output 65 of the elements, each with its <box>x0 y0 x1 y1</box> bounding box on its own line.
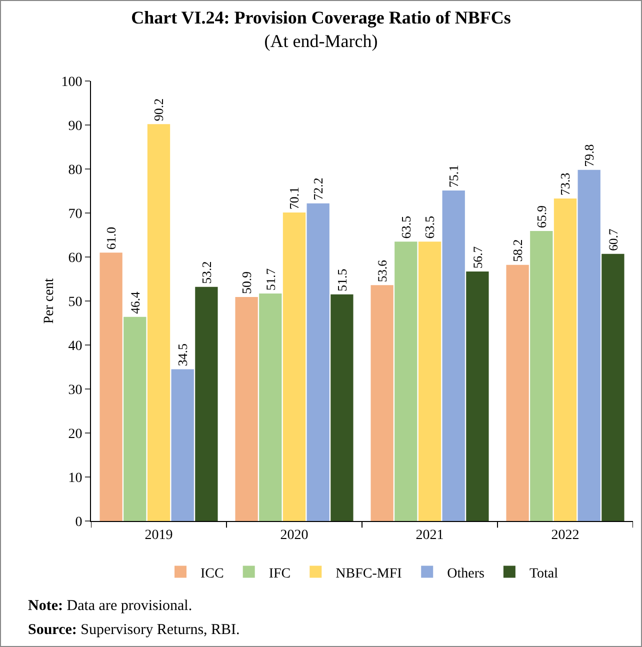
data-label: 60.7 <box>606 228 620 251</box>
y-tick-label: 10 <box>68 470 82 486</box>
y-tick-label: 90 <box>68 118 82 134</box>
bar <box>418 242 442 521</box>
data-label: 53.6 <box>375 260 390 282</box>
data-label: 79.8 <box>582 144 597 167</box>
bar <box>195 286 218 521</box>
data-label: 51.7 <box>264 268 278 291</box>
data-label: 90.2 <box>151 98 166 122</box>
source-note: Source: Supervisory Returns, RBI. <box>28 622 240 638</box>
bar <box>506 264 529 521</box>
chart-subtitle: (At end-March) <box>264 30 378 51</box>
bar <box>124 316 146 521</box>
y-tick-label: 20 <box>68 426 82 442</box>
data-label: 51.5 <box>334 268 350 292</box>
data-label: 50.9 <box>239 271 254 294</box>
data-label: 53.2 <box>198 261 214 284</box>
bar <box>282 212 306 521</box>
x-tick-label: 2019 <box>144 528 173 543</box>
data-label: 70.1 <box>286 186 302 210</box>
chart-title: Chart VI.24: Provision Coverage Ratio of NBFCs <box>131 8 511 28</box>
x-tick-label: 2022 <box>551 528 580 543</box>
bar <box>147 124 170 521</box>
bar <box>259 294 282 521</box>
data-label: 65.9 <box>534 205 549 228</box>
data-label: 61.0 <box>104 226 119 250</box>
bar <box>466 272 489 521</box>
data-label: 75.1 <box>446 164 462 188</box>
legend-label: NBFC-MFI <box>336 566 402 582</box>
y-tick-label: 30 <box>68 382 82 398</box>
data-label: 34.5 <box>175 344 190 366</box>
x-tick-label: 2021 <box>416 528 444 543</box>
bar <box>235 297 258 521</box>
bar <box>578 170 600 521</box>
text: Note: Data are provisional. <box>28 598 192 614</box>
bar <box>306 203 330 521</box>
data-label: 73.3 <box>558 172 573 196</box>
bar <box>100 252 122 521</box>
data-label: 63.5 <box>422 216 438 239</box>
legend-label: IFC <box>268 566 291 582</box>
y-tick-label: 80 <box>68 162 82 178</box>
y-tick-label: 100 <box>61 74 82 90</box>
legend-label: ICC <box>200 566 224 582</box>
y-tick-label: 40 <box>68 338 82 354</box>
legend-label: Others <box>447 566 484 582</box>
bar <box>530 231 553 521</box>
bar <box>330 294 354 521</box>
legend-label: Total <box>529 566 558 582</box>
y-tick-label: 50 <box>68 294 82 310</box>
data-label: 56.7 <box>470 246 485 269</box>
data-label: 72.2 <box>310 178 326 200</box>
bar <box>171 369 194 521</box>
data-label: 46.4 <box>128 291 142 314</box>
bar <box>394 242 418 521</box>
x-tick-label: 2020 <box>280 528 308 543</box>
y-tick-label: 60 <box>68 250 82 266</box>
bar <box>370 285 394 521</box>
y-tick-label: 0 <box>75 514 82 530</box>
y-tick-label: 70 <box>68 206 82 222</box>
data-label: 58.2 <box>510 239 526 262</box>
bar <box>602 254 624 521</box>
bar <box>442 190 465 521</box>
y-axis-title: Per cent <box>42 278 57 324</box>
data-label: 63.5 <box>398 216 414 239</box>
bar <box>554 198 577 521</box>
